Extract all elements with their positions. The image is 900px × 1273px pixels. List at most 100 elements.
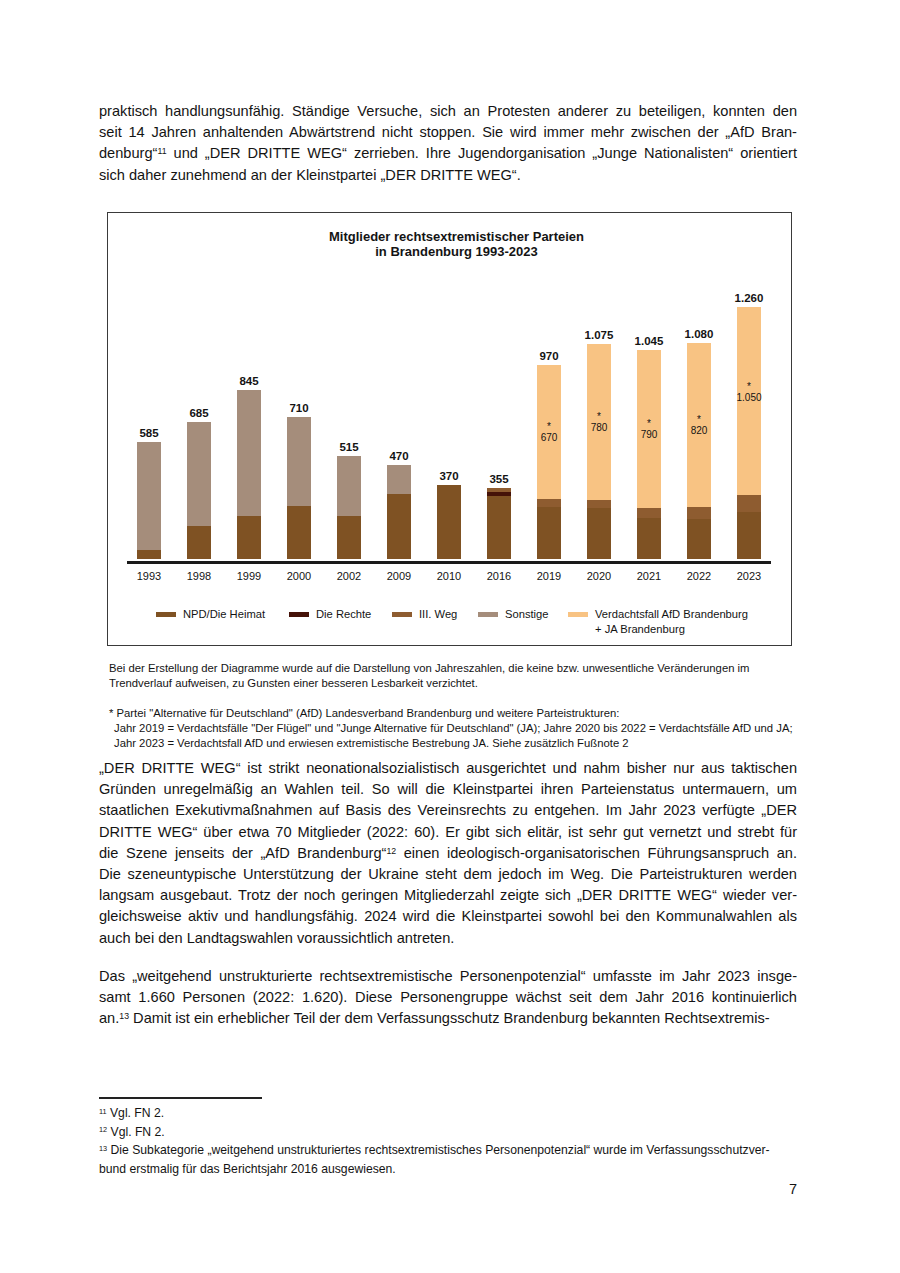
bar-total-label: 710 [277, 402, 321, 414]
legend-item: III. Weg [392, 607, 457, 622]
x-tick-label: 2022 [674, 570, 724, 582]
text-line: Die szeneuntypische Unterstützung der Uk… [99, 864, 797, 885]
legend-item: Die Rechte [289, 607, 371, 622]
bar-total-label: 1.080 [677, 328, 721, 340]
x-axis-line [127, 561, 771, 564]
text-line: Das „weitgehend unstrukturierte rechtsex… [99, 966, 797, 987]
footnote-13: 13 Die Subkategorie „weitgehend unstrukt… [99, 1141, 797, 1178]
bar-segment [637, 508, 661, 518]
document-page: { "page": { "number": "7" }, "intro": { … [0, 0, 900, 1273]
text-line: denburg“11 und „DER DRITTE WEG“ zerriebe… [99, 143, 797, 164]
bar-inner-label: *670 [527, 365, 571, 499]
bar-total-label: 515 [327, 441, 371, 453]
bar-segment [287, 417, 311, 506]
bar-segment [637, 518, 661, 559]
bar-segment [687, 519, 711, 559]
bar-segment [387, 465, 411, 494]
footnote-separator [99, 1097, 262, 1099]
x-tick-label: 2021 [624, 570, 674, 582]
bar-segment [337, 456, 361, 516]
bar-segment [587, 508, 611, 559]
text-line: 13 Die Subkategorie „weitgehend unstrukt… [99, 1141, 797, 1160]
chart-note: Bei der Erstellung der Diagramme wurde a… [109, 661, 799, 691]
bar-segment [487, 496, 511, 559]
page-number: 7 [789, 1181, 797, 1197]
text-line: DRITTE WEG“ über etwa 70 Mitglieder (202… [99, 822, 797, 843]
bar-total-label: 370 [427, 470, 471, 482]
bar-inner-label: *1.050 [727, 307, 771, 495]
bar-total-label: 1.075 [577, 329, 621, 341]
text-line: 12 Vgl. FN 2. [99, 1123, 797, 1142]
text-line: * Partei "Alternative für Deutschland" (… [109, 706, 799, 721]
legend-swatch [478, 612, 498, 617]
legend-item: Sonstige [478, 607, 549, 622]
text-line: Bei der Erstellung der Diagramme wurde a… [109, 661, 799, 676]
text-line: samt 1.660 Personen (2022: 1.620). Diese… [99, 987, 797, 1008]
bar-segment [137, 550, 161, 559]
text-line: 11 Vgl. FN 2. [99, 1104, 797, 1123]
bar-segment [487, 492, 511, 496]
bar-segment [337, 516, 361, 559]
legend-swatch [568, 612, 588, 617]
legend-item: NPD/Die Heimat [156, 607, 265, 622]
bar-total-label: 1.045 [627, 335, 671, 347]
bar-total-label: 845 [227, 375, 271, 387]
bar-total-label: 1.260 [727, 292, 771, 304]
text-line: Jahr 2019 = Verdachtsfälle "Der Flügel" … [109, 721, 799, 736]
footnote-12: 12 Vgl. FN 2. [99, 1123, 797, 1142]
x-tick-label: 2020 [574, 570, 624, 582]
legend-label: Die Rechte [316, 607, 371, 622]
bar-segment [237, 516, 261, 559]
bar-segment [137, 442, 161, 550]
x-tick-label: 1993 [124, 570, 174, 582]
body-paragraph-3: Das „weitgehend unstrukturierte rechtsex… [99, 966, 797, 1030]
footnote-11: 11 Vgl. FN 2. [99, 1104, 797, 1123]
legend-label: NPD/Die Heimat [183, 607, 265, 622]
bar-total-label: 685 [177, 407, 221, 419]
bar-segment [187, 422, 211, 526]
bar-segment [387, 494, 411, 559]
bar-inner-label: *820 [677, 343, 721, 507]
bar-segment [687, 507, 711, 519]
chart-plot: 585 1993 685 1998 845 1999 710 2000 515 2002 470 20… [108, 213, 791, 645]
bar-segment [737, 512, 761, 559]
bar-segment [437, 485, 461, 559]
body-paragraph-2: „DER DRITTE WEG“ ist strikt neonationals… [99, 758, 797, 949]
bar-segment [587, 500, 611, 508]
bar-total-label: 355 [477, 473, 521, 485]
legend-label: III. Weg [419, 607, 457, 622]
x-tick-label: 2002 [324, 570, 374, 582]
bar-inner-label: *780 [577, 344, 621, 500]
x-tick-label: 2016 [474, 570, 524, 582]
bar-total-label: 585 [127, 427, 171, 439]
text-line: seit 14 Jahren anhaltenden Abwärtstrend … [99, 122, 797, 143]
bar-total-label: 470 [377, 450, 421, 462]
text-line: Jahr 2023 = Verdachtsfall AfD und erwies… [109, 736, 799, 751]
text-line: auch bei den Landtagswahlen voraussichtl… [99, 928, 797, 949]
text-line: gleichsweise aktiv und handlungsfähig. 2… [99, 906, 797, 927]
text-line: staatlichen Exekutivmaßnahmen auf Basis … [99, 800, 797, 821]
legend-swatch [156, 612, 176, 617]
x-tick-label: 2000 [274, 570, 324, 582]
asterisk-note: * Partei "Alternative für Deutschland" (… [109, 706, 799, 750]
bar-segment [237, 390, 261, 516]
x-tick-label: 1998 [174, 570, 224, 582]
legend-swatch [392, 612, 412, 617]
text-line: sich daher zunehmend an der Kleinstparte… [99, 165, 797, 186]
bar-segment [537, 499, 561, 507]
x-tick-label: 1999 [224, 570, 274, 582]
text-line: bund erstmalig für das Berichtsjahr 2016… [99, 1160, 797, 1179]
text-line: praktisch handlungsunfähig. Ständige Ver… [99, 101, 797, 122]
legend-swatch [289, 612, 309, 617]
intro-paragraph: praktisch handlungsunfähig. Ständige Ver… [99, 101, 797, 186]
text-line: die Szene jenseits der „AfD Brandenburg“… [99, 843, 797, 864]
bar-total-label: 970 [527, 350, 571, 362]
x-tick-label: 2019 [524, 570, 574, 582]
text-line: Trendverlauf aufweisen, zu Gunsten einer… [109, 676, 799, 691]
chart-box: Mitglieder rechtsextremistischer Parteie… [107, 212, 792, 646]
bar-inner-label: *790 [627, 350, 671, 508]
x-tick-label: 2010 [424, 570, 474, 582]
legend-label: Sonstige [505, 607, 549, 622]
text-line: an.13 Damit ist ein erheblicher Teil der… [99, 1008, 797, 1029]
text-line: Gründen unregelmäßig an Wahlen teil. So … [99, 779, 797, 800]
